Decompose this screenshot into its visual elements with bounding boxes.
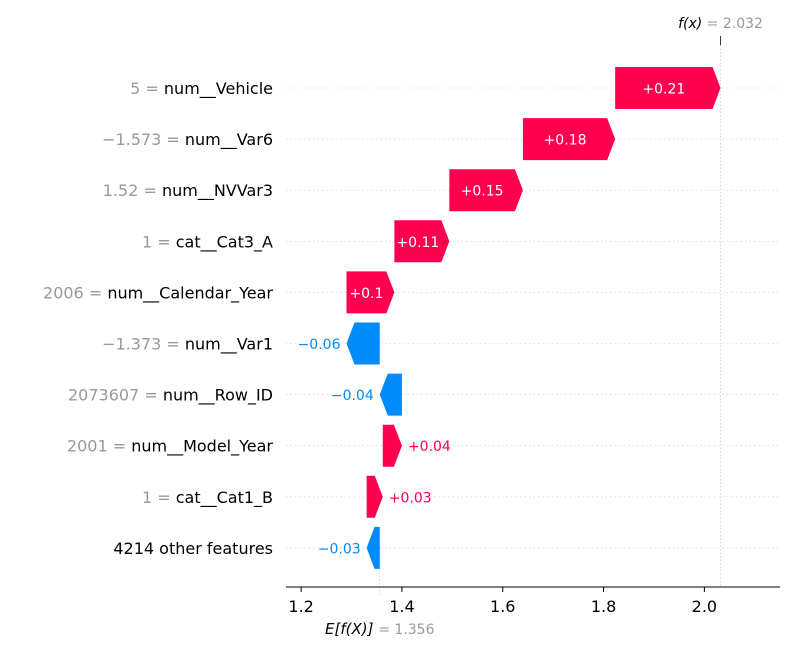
feature-name: 4214 other features (113, 539, 273, 558)
feature-label: 4214 other features (113, 539, 273, 558)
shap-bar (449, 169, 523, 212)
shap-bar (379, 373, 402, 416)
x-axis: 1.2 1.4 1.6 1.8 2.0 (286, 586, 780, 616)
feature-value: 1.52 = (103, 181, 162, 200)
shap-bar (394, 220, 450, 263)
feature-value: 5 = (130, 79, 164, 98)
feature-value: 2073607 = (68, 386, 163, 405)
shap-bar (615, 67, 721, 109)
feature-value: 2001 = (67, 437, 131, 456)
feature-value: −1.373 = (102, 335, 185, 354)
feature-label: 2073607 = num__Row_ID (68, 386, 273, 406)
output-value-symbol: f(x) (678, 16, 707, 32)
feature-label: 1 = cat__Cat1_B (142, 488, 273, 508)
shap-bar (366, 475, 383, 518)
feature-value: 2006 = (43, 283, 107, 302)
contribution-label: +0.03 (389, 490, 432, 506)
feature-name: num__Var1 (185, 335, 273, 355)
feature-name: num__Model_Year (131, 437, 273, 457)
base-value-symbol: E[f(X)] (325, 620, 378, 638)
feature-label: 5 = num__Vehicle (130, 79, 273, 99)
feature-name: num__NVVar3 (162, 181, 273, 201)
feature-label: 2006 = num__Calendar_Year (43, 283, 273, 303)
shap-bar (522, 118, 616, 161)
shap-bar (346, 271, 395, 314)
contribution-label: −0.06 (298, 337, 341, 353)
contribution-label: +0.11 (396, 235, 439, 251)
x-tick-label: 2.0 (692, 597, 717, 616)
shap-bar (366, 526, 380, 569)
base-value-text: = 1.356 (378, 622, 434, 638)
shap-bar (346, 322, 380, 365)
contribution-label: −0.03 (318, 541, 361, 557)
feature-labels: 5 = num__Vehicle −1.573 = num__Var6 1.52 =… (43, 79, 273, 558)
contribution-label: +0.1 (349, 286, 383, 302)
feature-name: num__Row_ID (163, 386, 273, 406)
feature-value: 1 = (142, 232, 176, 251)
feature-name: num__Vehicle (164, 79, 273, 99)
value-annotations: f(x) = 2.032 E[f(X)] = 1.356 (325, 16, 763, 638)
feature-label: 1.52 = num__NVVar3 (103, 181, 273, 201)
base-value-annotation: E[f(X)] = 1.356 (325, 620, 435, 638)
feature-value: 1 = (142, 488, 176, 507)
feature-name: cat__Cat3_A (176, 232, 273, 252)
contribution-label: +0.21 (642, 82, 685, 98)
contribution-label: +0.04 (408, 439, 451, 455)
contribution-label: +0.18 (544, 133, 587, 149)
contribution-label: −0.04 (331, 388, 374, 404)
x-tick-label: 1.8 (591, 597, 616, 616)
x-tick-label: 1.6 (490, 597, 515, 616)
feature-name: num__Var6 (185, 130, 273, 150)
shap-bar (382, 424, 402, 467)
x-tick-label: 1.4 (389, 597, 414, 616)
output-value-text: = 2.032 (707, 16, 763, 32)
x-tick-label: 1.2 (288, 597, 313, 616)
feature-name: cat__Cat1_B (176, 488, 273, 508)
feature-value: −1.573 = (102, 130, 185, 149)
feature-label: 2001 = num__Model_Year (67, 437, 274, 457)
feature-name: num__Calendar_Year (107, 283, 273, 303)
contribution-bars: +0.21 +0.18 +0.15 +0.11 +0.1 −0.06 −0.04 +0.04 +… (298, 67, 721, 569)
contribution-label: +0.15 (461, 184, 504, 200)
feature-label: 1 = cat__Cat3_A (142, 232, 273, 252)
output-value-annotation: f(x) = 2.032 (678, 16, 763, 32)
feature-label: −1.373 = num__Var1 (102, 335, 273, 355)
feature-label: −1.573 = num__Var6 (102, 130, 273, 150)
